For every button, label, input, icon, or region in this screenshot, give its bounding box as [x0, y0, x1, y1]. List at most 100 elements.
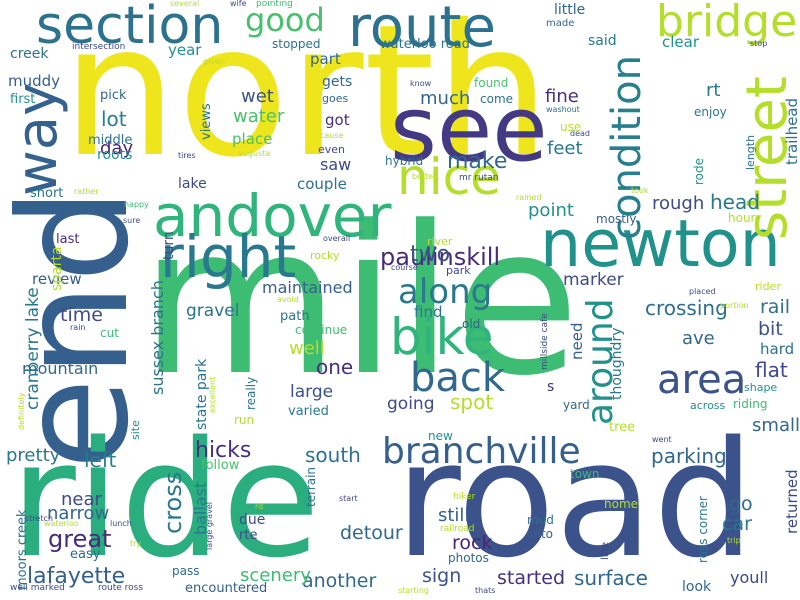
word-much: much	[420, 88, 471, 109]
word-point: point	[528, 200, 574, 221]
word-mile: mile	[140, 183, 580, 421]
word-hicks: hicks	[195, 438, 252, 463]
word-time: time	[60, 304, 103, 326]
word-good: good	[245, 1, 325, 39]
word-go: go	[729, 493, 753, 515]
word-left: left	[84, 448, 117, 472]
word-continue: continue	[295, 323, 348, 337]
word-north: north	[62, 0, 551, 197]
word-surface: surface	[574, 566, 648, 590]
word-south: south	[305, 443, 361, 467]
word-due: due	[239, 512, 266, 528]
word-trip: trip	[727, 536, 741, 545]
word-site: site	[129, 420, 142, 440]
word-rocky: rocky	[310, 249, 340, 262]
word-placed: placed	[689, 287, 716, 296]
word-area: area	[657, 357, 747, 403]
word-roots: roots	[97, 147, 133, 163]
word-rt: rt	[706, 80, 721, 101]
word-portion: portion	[720, 301, 749, 310]
word-path: path	[280, 309, 310, 324]
word-trailhead: trailhead	[783, 97, 800, 165]
word-sign: sign	[422, 565, 462, 587]
word-took: took	[631, 186, 649, 195]
word-day: day	[100, 138, 134, 159]
word-dead: dead	[570, 129, 590, 138]
word-couple: couple	[297, 175, 347, 193]
word-sussex-branch: sussex branch	[148, 280, 167, 395]
word-length: length	[744, 134, 757, 170]
word-mostly: mostly	[596, 212, 637, 226]
word-year: year	[168, 41, 202, 59]
word-starting: starting	[398, 586, 430, 595]
word-muddy: muddy	[8, 72, 61, 90]
word-rock: rock	[452, 532, 493, 554]
word-rte: rte	[239, 528, 258, 543]
word-hour: hour	[728, 211, 756, 225]
word-road: road	[395, 406, 755, 593]
word-tree: tree	[609, 420, 636, 435]
word-line: line	[600, 541, 611, 560]
word-lafayette: lafayette	[27, 564, 126, 589]
word-marker: marker	[563, 270, 624, 290]
word-new: new	[428, 429, 453, 443]
word-detour: detour	[340, 522, 403, 544]
word-pass: pass	[172, 564, 200, 578]
word-several: several	[170, 0, 200, 8]
word-creek: creek	[10, 46, 49, 62]
word-pointing: pointing	[256, 0, 293, 9]
word-see: see	[390, 77, 548, 182]
word-head: head	[710, 190, 760, 214]
word-hiker: hiker	[453, 492, 476, 502]
word-youll: youll	[730, 568, 769, 587]
word-across: across	[690, 399, 726, 412]
word-one: one	[316, 355, 354, 379]
word-cranberry-lake: cranberry lake	[23, 287, 43, 410]
word-mud: mud	[527, 513, 554, 527]
word-pretty: pretty	[6, 445, 61, 466]
word-easy: easy	[70, 547, 101, 562]
word-bike: bike	[390, 308, 494, 366]
word-section: section	[36, 0, 224, 56]
word-enjoy: enjoy	[694, 105, 727, 119]
word-along: along	[398, 272, 493, 312]
word-happy: happy	[124, 200, 149, 209]
word-rather: rather	[74, 187, 99, 196]
word-still: still	[438, 505, 470, 526]
word-turn: turn	[161, 231, 177, 260]
word-small: small	[752, 415, 800, 436]
word-branchville: branchville	[382, 431, 581, 472]
word-great: great	[48, 525, 112, 553]
word-going: going	[387, 394, 435, 414]
word-bridge: bridge	[656, 0, 798, 47]
word-back: back	[410, 355, 506, 401]
word-lot: lot	[101, 107, 127, 131]
word-ross-corner: ross corner	[696, 496, 710, 563]
word-varied: varied	[288, 404, 329, 419]
word-ave: ave	[682, 328, 715, 349]
word-rough: rough	[652, 193, 705, 214]
word-views: views	[199, 103, 214, 140]
word-come: come	[480, 92, 514, 106]
word-route: route	[348, 0, 496, 60]
word-went: went	[652, 435, 672, 444]
word-look: look	[682, 579, 712, 595]
word-sure: sure	[123, 216, 141, 225]
word-park: park	[446, 264, 471, 277]
word-need: need	[568, 322, 586, 361]
word-wife: wife	[230, 0, 247, 8]
word-intersection: intersection	[72, 42, 126, 52]
word-s: s	[547, 379, 555, 395]
word-old: old	[462, 317, 481, 331]
word-last: last	[56, 232, 80, 247]
word-rode: rode	[692, 157, 706, 185]
word-overall: overall	[323, 234, 351, 243]
word-rained: rained	[516, 193, 542, 202]
word-stopped: stopped	[272, 37, 321, 51]
word-got: got	[325, 111, 350, 129]
word-really: really	[244, 376, 258, 410]
word-near: near	[61, 489, 102, 510]
word-clear: clear	[662, 33, 700, 51]
word-andover: andover	[153, 182, 392, 250]
word-maintained: maintained	[262, 278, 353, 297]
